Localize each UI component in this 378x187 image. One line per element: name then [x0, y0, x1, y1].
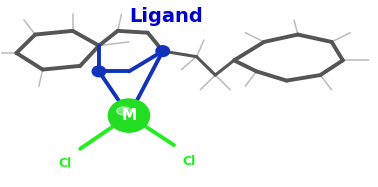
Text: Cl: Cl: [59, 157, 72, 170]
Text: M: M: [121, 108, 136, 123]
Text: Cl: Cl: [182, 155, 196, 168]
Ellipse shape: [92, 66, 106, 77]
Ellipse shape: [156, 46, 169, 56]
Ellipse shape: [108, 99, 150, 132]
Ellipse shape: [116, 107, 131, 115]
Text: Ligand: Ligand: [130, 7, 203, 26]
